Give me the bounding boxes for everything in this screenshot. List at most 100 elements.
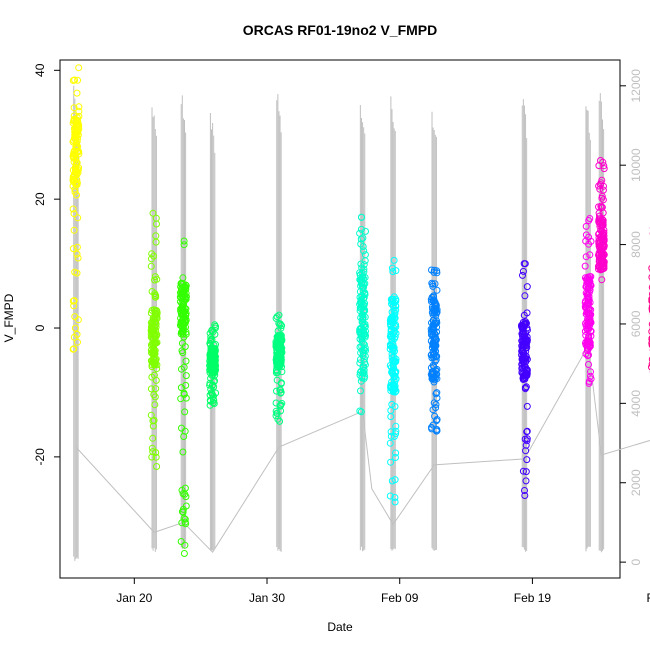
data-point [523,283,531,291]
data-point [180,550,188,557]
data-point [211,368,219,376]
data-point [387,322,395,330]
data-point [152,376,160,384]
data-point [178,508,186,516]
data-point [69,245,77,253]
x-tick-label: Jan 30 [249,591,285,605]
data-point [179,448,187,456]
data-point [392,454,399,461]
data-point [522,477,530,485]
data-point [523,427,531,435]
data-point [360,327,367,335]
data-point [519,267,527,275]
data-point [178,279,185,287]
data-point [147,411,155,419]
x-tick-label: Feb 29 [646,591,650,605]
data-point [586,343,594,351]
data-point [152,449,160,456]
data-point [74,338,81,346]
data-point [586,251,594,259]
data-point [432,367,440,375]
data-point [152,293,160,301]
data-point [388,264,396,272]
data-point [357,225,365,233]
data-point [584,310,592,318]
data-point [522,447,530,455]
data-point [180,237,188,245]
data-point [648,356,650,362]
data-point [389,347,397,355]
data-point [598,276,606,284]
data-point [70,153,78,161]
data-point [523,456,531,464]
data-point [177,395,185,403]
y2-tick-label: 4000 [629,390,643,417]
data-point [585,233,593,241]
data-point [272,407,280,415]
data-point [648,265,650,272]
data-point [275,344,283,352]
data-point [431,299,439,306]
data-point [648,284,650,291]
data-point [357,387,364,395]
data-point [151,355,159,363]
data-point [387,413,395,421]
data-point [357,303,365,311]
data-point [433,317,440,325]
y2-tick-label: 10000 [629,148,643,182]
data-point [648,321,650,327]
data-point [431,330,439,338]
data-point [598,258,605,266]
data-point [357,377,365,385]
data-point [388,334,396,341]
data-point [582,253,590,261]
data-point [519,326,527,333]
y-tick-label: 40 [33,63,47,77]
data-point [392,422,400,430]
data-point [361,291,369,299]
data-point [148,288,156,295]
data-point [69,297,77,305]
data-point [585,240,593,248]
data-point [586,284,594,292]
data-point [70,104,78,112]
data-point [74,254,82,262]
data-point [390,256,398,264]
data-point [75,107,83,115]
data-point [595,251,603,259]
data-point [390,364,398,372]
data-point [148,334,156,342]
data-point [519,348,527,356]
data-point [180,363,188,371]
data-point [598,194,606,202]
data-point [432,390,440,398]
y2-tick-label: 0 [629,558,643,565]
data-point [179,490,187,498]
data-point [360,366,368,374]
axes-layer: -20 0 20 40 0 2000 4000 6000 8000 10000 12000 Jan 2… [33,63,650,605]
data-point [151,311,159,319]
data-point [357,298,365,306]
data-point [521,487,528,494]
data-point [152,385,160,393]
data-point [433,267,441,275]
data-point [391,476,399,484]
data-point [70,345,78,353]
data-point [595,216,603,224]
data-point [207,337,215,345]
data-point [523,309,531,317]
data-point [359,243,367,250]
data-point [359,352,367,360]
data-point [584,322,592,329]
data-point [358,292,366,300]
data-point [595,162,603,170]
data-point [211,377,218,385]
data-point [181,515,189,523]
data-point [150,332,158,340]
data-point [147,309,155,317]
data-point [648,363,650,371]
data-point [429,321,437,329]
data-point [430,399,438,407]
data-point [182,328,190,336]
